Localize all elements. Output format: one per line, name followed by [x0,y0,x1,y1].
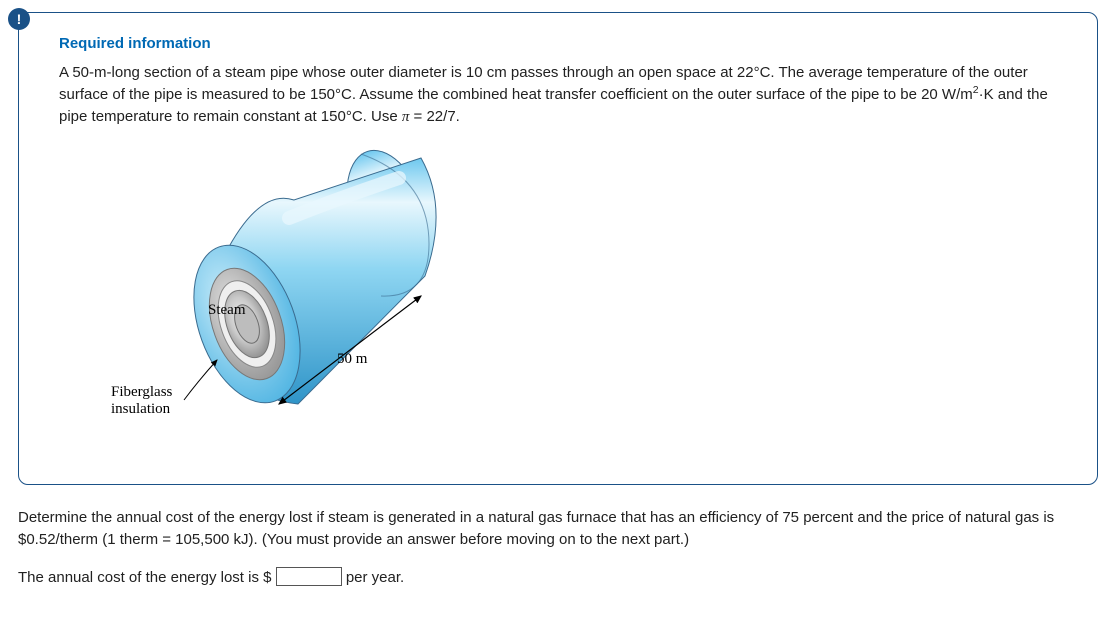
question-block: Determine the annual cost of the energy … [18,507,1092,588]
question-text: Determine the annual cost of the energy … [18,507,1092,551]
problem-card: Required information A 50-m-long section… [18,12,1098,485]
answer-suffix: per year. [346,569,404,586]
problem-card-wrapper: ! Required information A 50-m-long secti… [12,12,1098,485]
figure-label-steam: Steam [208,302,246,319]
answer-prefix: The annual cost of the energy lost is $ [18,569,271,586]
annual-cost-input[interactable] [276,567,342,586]
answer-line: The annual cost of the energy lost is $ … [18,567,1092,589]
alert-icon: ! [8,8,30,30]
pipe-figure: Steam Fiberglassinsulation 50 m [99,138,479,458]
figure-label-insulation: Fiberglassinsulation [111,384,172,417]
problem-statement: A 50-m-long section of a steam pipe whos… [59,62,1071,128]
required-info-heading: Required information [59,35,1071,52]
figure-label-length: 50 m [337,351,367,368]
